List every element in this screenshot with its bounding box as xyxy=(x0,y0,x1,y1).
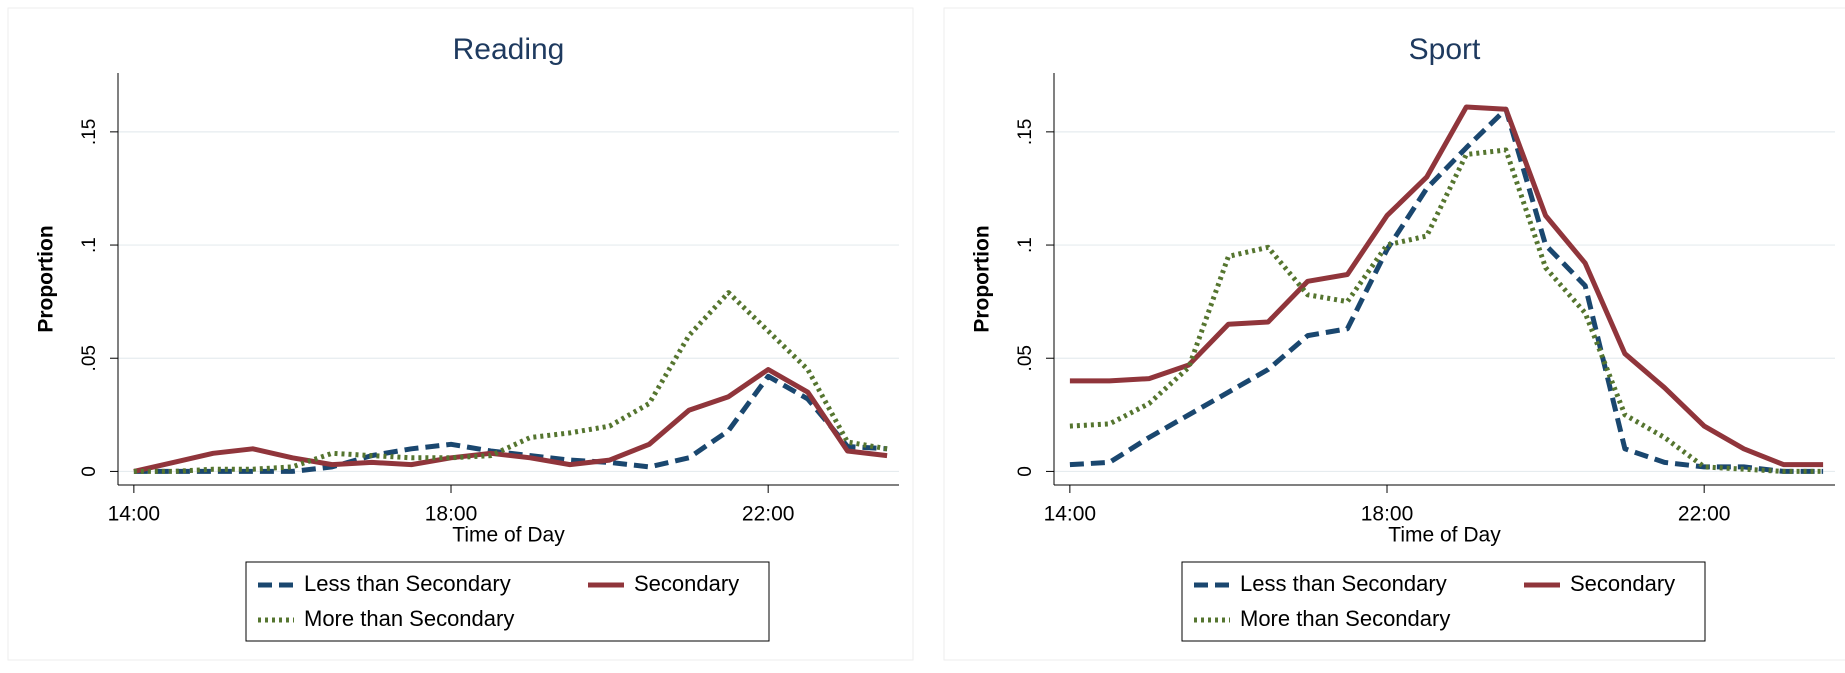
x-axis-label: Time of Day xyxy=(1388,524,1501,547)
x-tick-label: 14:00 xyxy=(1044,503,1097,526)
y-axis-label: Proportion xyxy=(35,225,58,332)
x-tick-label: 18:00 xyxy=(1361,503,1414,526)
x-tick-label: 22:00 xyxy=(742,503,795,526)
legend-label: Less than Secondary xyxy=(304,571,511,596)
legend-label: Less than Secondary xyxy=(1240,571,1447,596)
y-tick-label: .1 xyxy=(1015,237,1036,253)
y-tick-label: .15 xyxy=(79,119,100,145)
y-tick-label: .05 xyxy=(79,345,100,371)
chart-title: Reading xyxy=(453,33,565,66)
legend-label: Secondary xyxy=(1570,571,1675,596)
panel-background xyxy=(7,7,914,661)
legend-box xyxy=(1181,561,1706,642)
x-tick-label: 18:00 xyxy=(425,503,478,526)
chart-title: Sport xyxy=(1409,33,1481,66)
y-tick-label: .15 xyxy=(1015,119,1036,145)
panel-background xyxy=(943,7,1845,661)
x-axis-label: Time of Day xyxy=(452,524,565,547)
y-tick-label: 0 xyxy=(79,466,100,477)
x-tick-label: 14:00 xyxy=(108,503,161,526)
y-tick-label: .1 xyxy=(79,237,100,253)
series-line xyxy=(1069,104,1824,468)
x-tick-label: 22:00 xyxy=(1678,503,1731,526)
y-tick-label: 0 xyxy=(1015,466,1036,477)
legend-label: More than Secondary xyxy=(1240,606,1450,631)
series-line xyxy=(1069,106,1824,474)
legend-label: Secondary xyxy=(634,571,739,596)
legend-label: More than Secondary xyxy=(304,606,514,631)
y-tick-label: .05 xyxy=(1015,345,1036,371)
panel: Sport 0 .05 .1 .15 14:00 18:00 22:00 Time of Day… xyxy=(943,7,1845,661)
y-axis-label: Proportion xyxy=(971,225,994,332)
panel: Reading 0 .05 .1 .15 14:00 18:00 22:00 Time of D… xyxy=(7,7,914,661)
series-line xyxy=(133,367,888,474)
series-line xyxy=(1069,147,1824,474)
legend-box xyxy=(245,561,770,642)
